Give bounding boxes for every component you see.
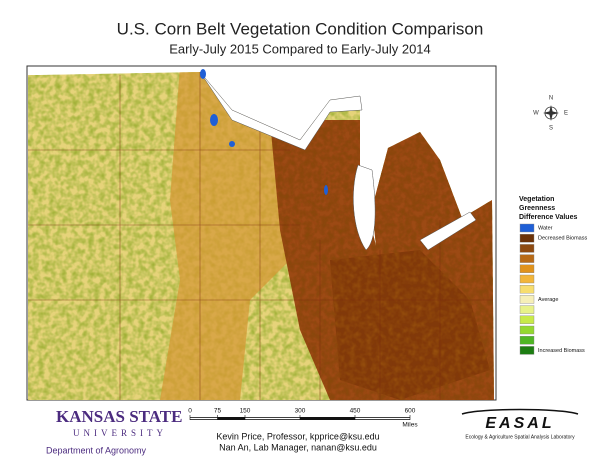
legend-swatch (519, 315, 535, 324)
scale-bar-segment (245, 417, 300, 420)
scale-tick-label: 75 (214, 408, 222, 415)
legend-swatch (519, 285, 535, 294)
legend-swatch (519, 223, 535, 233)
legend-swatch (519, 336, 535, 345)
easal-logo: EASAL (485, 415, 554, 432)
scale-bar-segment (355, 417, 410, 420)
scale-tick-label: 0 (188, 408, 192, 415)
legend-swatch (519, 244, 535, 253)
compass: N S E W (533, 96, 568, 132)
subtitle: Early-July 2015 Compared to Early-July 2… (169, 41, 431, 56)
legend-swatch (519, 254, 535, 263)
scale-bar-segment (190, 417, 218, 420)
legend-swatch (519, 264, 535, 273)
easal-full: Ecology & Agriculture Spatial Analysis L… (465, 434, 575, 440)
ksu-logo-top: KANSAS STATE (56, 407, 182, 426)
legend-title: Vegetation (519, 196, 554, 203)
legend-title: Greenness (519, 205, 555, 212)
scale-tick-label: 150 (240, 408, 251, 415)
scale-bar: 0 75 150 300 450 600 Miles (188, 408, 418, 429)
legend-label: Average (538, 297, 558, 303)
compass-s: S (549, 126, 553, 132)
compass-w: W (533, 111, 539, 117)
legend-label: Increased Biomass (538, 348, 585, 354)
title: U.S. Corn Belt Vegetation Condition Comp… (117, 19, 484, 38)
department: Department of Agronomy (46, 445, 147, 455)
scale-unit: Miles (402, 422, 418, 429)
map (26, 65, 497, 401)
legend-label: Water (538, 225, 553, 231)
legend-title: Difference Values (519, 214, 577, 221)
scale-tick-label: 450 (350, 408, 361, 415)
legend-swatch (519, 295, 535, 304)
legend-label: Decreased Biomass (538, 236, 587, 242)
compass-n: N (549, 96, 553, 102)
legend-swatch (519, 305, 535, 314)
ksu-logo-bottom: UNIVERSITY (73, 428, 167, 438)
credit: Nan An, Lab Manager, nanan@ksu.edu (219, 442, 377, 452)
credit: Kevin Price, Professor, kpprice@ksu.edu (216, 431, 379, 441)
legend-swatch (519, 233, 535, 243)
scale-tick-label: 600 (405, 408, 416, 415)
legend-swatch (519, 274, 535, 284)
legend-swatch (519, 346, 535, 355)
compass-e: E (564, 111, 568, 117)
scale-tick-label: 300 (295, 408, 306, 415)
legend: Vegetation Greenness Difference Values Wate… (519, 196, 587, 355)
legend-swatch (519, 325, 535, 335)
